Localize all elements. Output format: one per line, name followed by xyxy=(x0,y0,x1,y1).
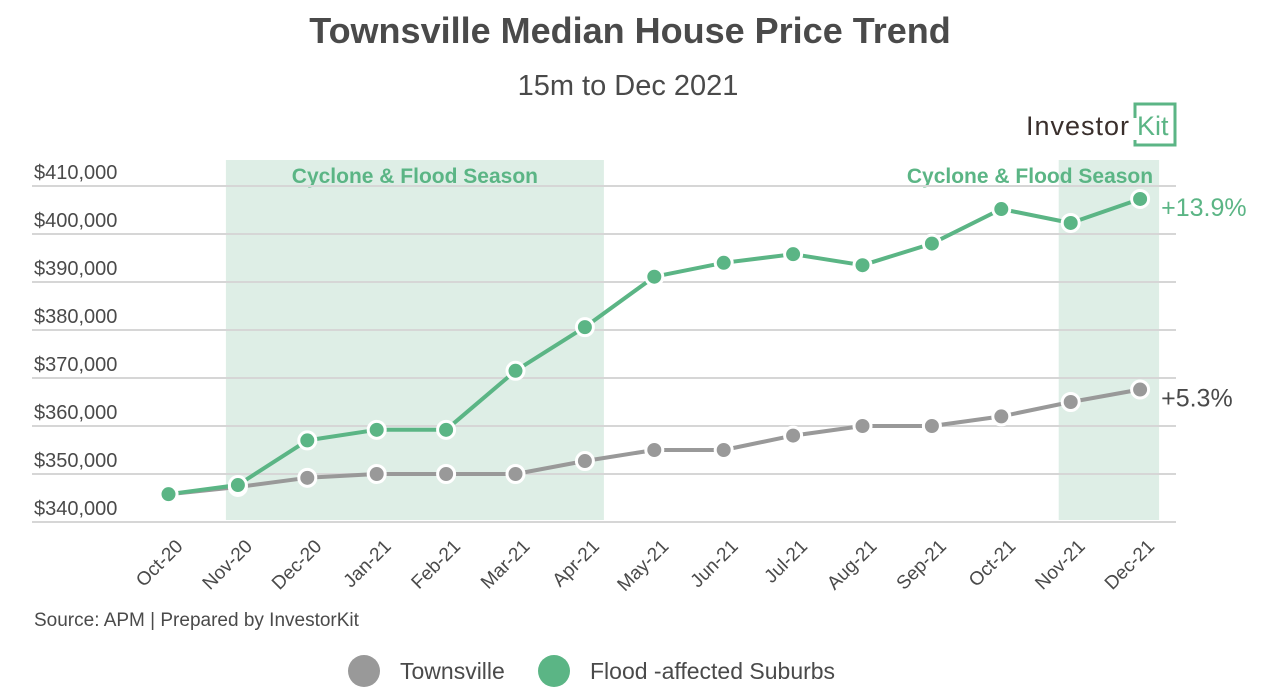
investorkit-logo: Investor Kit xyxy=(1026,102,1177,147)
y-axis-ticks: $340,000 $350,000 $360,000 $370,000 $380,000… xyxy=(34,162,117,520)
data-point-townsville xyxy=(574,451,595,472)
data-point-flood-affected-suburbs xyxy=(297,430,318,451)
x-tick-label: Oct-21 xyxy=(965,536,1020,591)
gridlines xyxy=(32,185,1176,523)
data-point-flood-affected-suburbs xyxy=(991,199,1012,220)
legend: Townsville Flood -affected Suburbs xyxy=(348,655,835,687)
data-point-flood-affected-suburbs xyxy=(436,419,457,440)
x-tick-label: Nov-21 xyxy=(1031,536,1089,594)
data-point-flood-affected-suburbs xyxy=(1130,188,1151,209)
data-point-townsville xyxy=(713,440,734,460)
data-point-townsville xyxy=(644,440,665,460)
data-point-townsville xyxy=(852,416,873,436)
shaded-region-label-2: Cyclone & Flood Season xyxy=(907,165,1153,188)
data-point-flood-affected-suburbs xyxy=(505,360,526,381)
data-point-townsville xyxy=(921,416,942,436)
data-point-flood-affected-suburbs xyxy=(852,255,873,276)
x-tick-label: Aug-21 xyxy=(823,536,881,594)
legend-marker-townsville xyxy=(348,655,380,687)
logo-bracket-icon xyxy=(1133,102,1177,147)
shaded-region-1 xyxy=(225,160,604,520)
shaded-region-label-1: Cyclone & Flood Season xyxy=(292,165,538,188)
x-tick-label: Dec-21 xyxy=(1101,536,1159,594)
y-tick-label: $350,000 xyxy=(34,450,117,472)
logo-text-kit: Kit xyxy=(1137,111,1169,141)
data-point-townsville xyxy=(1130,379,1151,400)
source-note: Source: APM | Prepared by InvestorKit xyxy=(34,610,360,631)
data-point-flood-affected-suburbs xyxy=(574,317,595,338)
legend-label-flood-affected: Flood -affected Suburbs xyxy=(590,658,835,684)
end-labels: +5.3% +13.9% xyxy=(1161,194,1247,413)
data-point-townsville xyxy=(991,406,1012,427)
data-point-flood-affected-suburbs xyxy=(227,475,248,496)
legend-marker-flood-affected xyxy=(538,655,570,687)
y-tick-label: $370,000 xyxy=(34,354,117,376)
y-tick-label: $400,000 xyxy=(34,210,117,232)
y-tick-label: $360,000 xyxy=(34,402,117,424)
data-point-townsville xyxy=(436,464,457,484)
data-point-townsville xyxy=(1060,392,1081,412)
data-point-flood-affected-suburbs xyxy=(366,419,387,440)
data-point-flood-affected-suburbs xyxy=(783,244,804,265)
chart-title: Townsville Median House Price Trend xyxy=(309,10,951,51)
shaded-regions: Cyclone & Flood Season Cyclone & Flood Se… xyxy=(225,160,1160,520)
y-tick-label: $410,000 xyxy=(34,162,117,184)
x-tick-label: Jan-21 xyxy=(340,536,396,592)
end-label-townsville: +5.3% xyxy=(1161,385,1233,413)
data-point-townsville xyxy=(366,464,387,484)
data-point-townsville xyxy=(297,467,318,488)
legend-label-townsville: Townsville xyxy=(400,658,505,684)
series-points xyxy=(158,188,1151,505)
x-tick-label: Dec-20 xyxy=(268,536,326,594)
y-tick-label: $380,000 xyxy=(34,306,117,328)
end-label-flood-affected-suburbs: +13.9% xyxy=(1161,194,1247,222)
x-tick-label: Sep-21 xyxy=(893,536,951,594)
y-tick-label: $340,000 xyxy=(34,498,117,520)
x-tick-label: Oct-20 xyxy=(132,536,187,591)
chart-subtitle: 15m to Dec 2021 xyxy=(518,70,739,102)
data-point-townsville xyxy=(505,464,526,484)
x-tick-label: Mar-21 xyxy=(477,536,534,593)
data-point-flood-affected-suburbs xyxy=(644,266,665,287)
y-tick-label: $390,000 xyxy=(34,258,117,280)
x-tick-label: Apr-21 xyxy=(549,536,604,591)
logo-text-investor: Investor xyxy=(1026,111,1130,141)
data-point-townsville xyxy=(783,425,804,446)
x-tick-label: Nov-20 xyxy=(199,536,257,594)
x-tick-label: Jul-21 xyxy=(761,536,812,587)
x-tick-label: Feb-21 xyxy=(408,536,465,593)
x-tick-label: Jun-21 xyxy=(687,536,743,592)
data-point-flood-affected-suburbs xyxy=(1060,212,1081,233)
x-axis-ticks: Oct-20 Nov-20 Dec-20 Jan-21 Feb-21 Mar-21 Apr-… xyxy=(132,536,1159,596)
x-tick-label: May-21 xyxy=(614,536,674,596)
data-point-flood-affected-suburbs xyxy=(158,484,179,505)
data-point-flood-affected-suburbs xyxy=(921,233,942,254)
data-point-flood-affected-suburbs xyxy=(713,252,734,273)
